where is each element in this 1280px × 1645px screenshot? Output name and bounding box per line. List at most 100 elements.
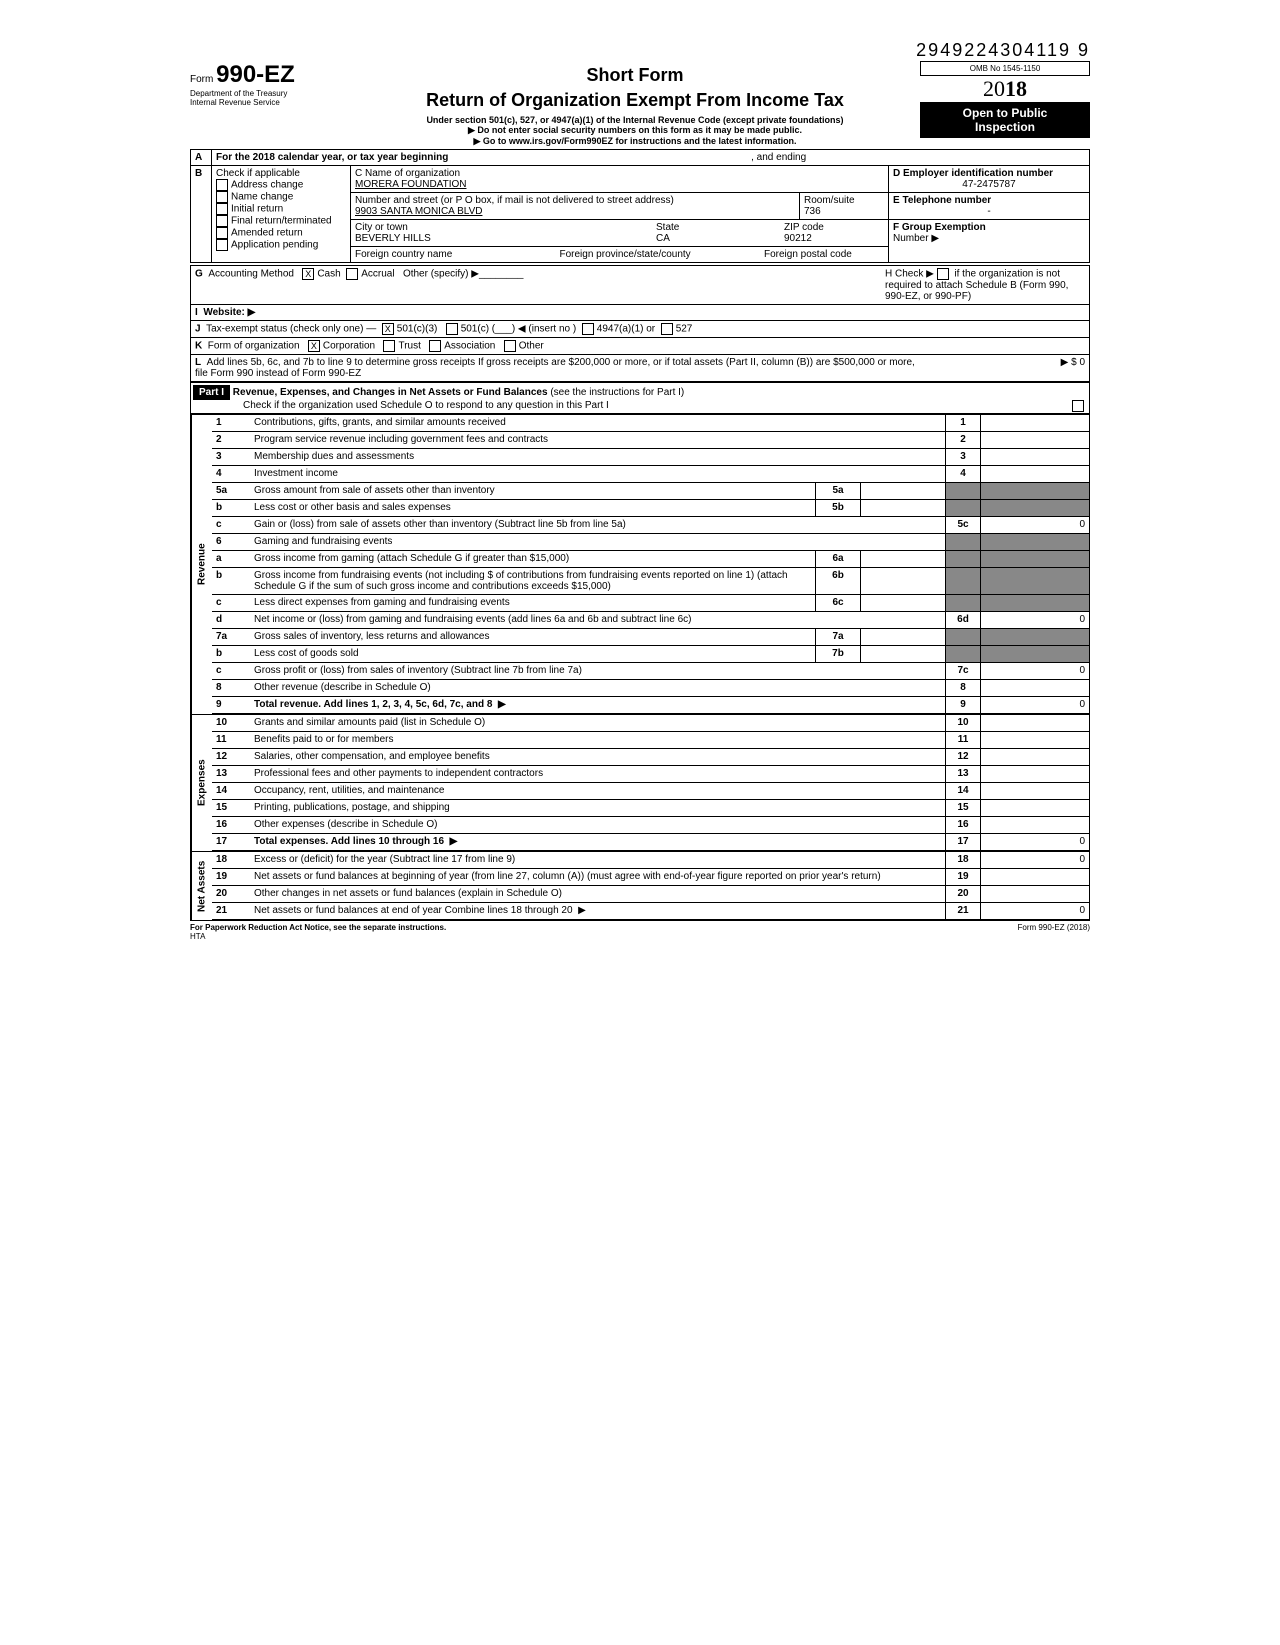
f-label2: Number ▶ (893, 233, 1085, 244)
check-initial[interactable]: Initial return (216, 203, 346, 215)
expenses-table: Expenses 10Grants and similar amounts pa… (190, 715, 1090, 852)
section-DEF: D Employer identification number 47-2475… (889, 166, 1089, 262)
check-527[interactable] (661, 323, 673, 335)
line-5c: Gain or (loss) from sale of assets other… (250, 517, 945, 533)
city: BEVERLY HILLS (355, 233, 648, 244)
subtitle: Return of Organization Exempt From Incom… (370, 90, 900, 111)
check-other[interactable] (504, 340, 516, 352)
line-3: Membership dues and assessments (250, 449, 945, 465)
section-C: C Name of organization MORERA FOUNDATION… (351, 166, 889, 262)
c-label: C Name of organization (355, 168, 884, 179)
revenue-label: Revenue (191, 415, 212, 714)
label-B: B (191, 166, 212, 262)
city-label: City or town (355, 222, 648, 233)
line-20: Other changes in net assets or fund bala… (250, 886, 945, 902)
foreign-country: Foreign country name (351, 247, 556, 262)
line-6b: Gross income from fundraising events (no… (250, 568, 815, 594)
form-page: 2949224304119 9 Form 990-EZ Department o… (190, 40, 1090, 941)
dept2: Internal Revenue Service (190, 98, 350, 107)
check-name[interactable]: Name change (216, 191, 346, 203)
form-number: 990-EZ (216, 61, 295, 88)
check-501c3[interactable]: X (382, 323, 394, 335)
line-6d: Net income or (loss) from gaming and fun… (250, 612, 945, 628)
line-6a: Gross income from gaming (attach Schedul… (250, 551, 815, 567)
line-6c: Less direct expenses from gaming and fun… (250, 595, 815, 611)
title-block: Short Form Return of Organization Exempt… (350, 61, 920, 147)
netassets-label: Net Assets (191, 852, 212, 920)
check-accrual[interactable] (346, 268, 358, 280)
goto: ▶ Go to www.irs.gov/Form990EZ for instru… (370, 136, 900, 147)
line-16: Other expenses (describe in Schedule O) (250, 817, 945, 833)
under-section: Under section 501(c), 527, or 4947(a)(1)… (370, 115, 900, 125)
check-part1[interactable] (1072, 400, 1084, 412)
addr-label: Number and street (or P O box, if mail i… (355, 195, 795, 206)
hta: HTA (190, 932, 1090, 941)
f-label: F Group Exemption (893, 222, 1085, 233)
check-amended[interactable]: Amended return (216, 227, 346, 239)
line-1: Contributions, gifts, grants, and simila… (250, 415, 945, 431)
line-H: H Check ▶ if the organization is not req… (881, 266, 1089, 304)
street: 9903 SANTA MONICA BLVD (355, 206, 795, 217)
check-final[interactable]: Final return/terminated (216, 215, 346, 227)
revenue-table: Revenue 1Contributions, gifts, grants, a… (190, 414, 1090, 715)
line-6: Gaming and fundraising events (250, 534, 945, 550)
label-A: A (191, 150, 212, 165)
check-cash[interactable]: X (302, 268, 314, 280)
line-21: Net assets or fund balances at end of ye… (250, 903, 945, 919)
ssn-note: ▶ Do not enter social security numbers o… (370, 125, 900, 136)
check-pending[interactable]: Application pending (216, 239, 346, 251)
foreign-prov: Foreign province/state/county (556, 247, 761, 262)
room: 736 (804, 206, 884, 217)
line-2: Program service revenue including govern… (250, 432, 945, 448)
check-H[interactable] (937, 268, 949, 280)
footer: For Paperwork Reduction Act Notice, see … (190, 923, 1090, 932)
line-K: K Form of organization XCorporation Trus… (191, 338, 1089, 354)
state-label: State (656, 222, 776, 233)
year: 2018 (920, 76, 1090, 102)
part1-header: Part I Revenue, Expenses, and Changes in… (190, 382, 1090, 414)
line-8: Other revenue (describe in Schedule O) (250, 680, 945, 696)
open-public: Open to Public Inspection (920, 102, 1090, 138)
line-I: I Website: ▶ (191, 305, 1089, 320)
state: CA (656, 233, 776, 244)
dln: 2949224304119 9 (190, 40, 1090, 61)
header: Form 990-EZ Department of the Treasury I… (190, 61, 1090, 147)
check-corp[interactable]: X (308, 340, 320, 352)
line-12: Salaries, other compensation, and employ… (250, 749, 945, 765)
line-A: For the 2018 calendar year, or tax year … (212, 150, 1089, 165)
room-label: Room/suite (804, 195, 884, 206)
line-9: Total revenue. Add lines 1, 2, 3, 4, 5c,… (250, 697, 945, 713)
phone: - (893, 206, 1085, 217)
line-G: G Accounting Method XCash Accrual Other … (191, 266, 881, 304)
line-18: Excess or (deficit) for the year (Subtra… (250, 852, 945, 868)
check-address[interactable]: Address change (216, 179, 346, 191)
check-501c[interactable] (446, 323, 458, 335)
line-L: L Add lines 5b, 6c, and 7b to line 9 to … (191, 355, 931, 381)
check-assoc[interactable] (429, 340, 441, 352)
check-4947[interactable] (582, 323, 594, 335)
zip: 90212 (784, 233, 884, 244)
footer-left: For Paperwork Reduction Act Notice, see … (190, 923, 446, 932)
header-section: A For the 2018 calendar year, or tax yea… (190, 149, 1090, 263)
section-B: Check if applicable Address change Name … (212, 166, 351, 262)
expenses-label: Expenses (191, 715, 212, 851)
footer-right: Form 990-EZ (2018) (1018, 923, 1090, 932)
org-name: MORERA FOUNDATION (355, 179, 884, 190)
line-J: J Tax-exempt status (check only one) — X… (191, 321, 1089, 337)
omb: OMB No 1545-1150 (920, 61, 1090, 76)
line-13: Professional fees and other payments to … (250, 766, 945, 782)
line-15: Printing, publications, postage, and shi… (250, 800, 945, 816)
e-label: E Telephone number (893, 195, 1085, 206)
dept1: Department of the Treasury (190, 89, 350, 98)
d-label: D Employer identification number (893, 168, 1085, 179)
ein: 47-2475787 (893, 179, 1085, 190)
line-4: Investment income (250, 466, 945, 482)
zip-label: ZIP code (784, 222, 884, 233)
netassets-table: Net Assets 18Excess or (deficit) for the… (190, 852, 1090, 921)
line-7a: Gross sales of inventory, less returns a… (250, 629, 815, 645)
line-7b: Less cost of goods sold (250, 646, 815, 662)
line-19: Net assets or fund balances at beginning… (250, 869, 945, 885)
check-trust[interactable] (383, 340, 395, 352)
foreign-postal: Foreign postal code (760, 247, 888, 262)
line-7c: Gross profit or (loss) from sales of inv… (250, 663, 945, 679)
